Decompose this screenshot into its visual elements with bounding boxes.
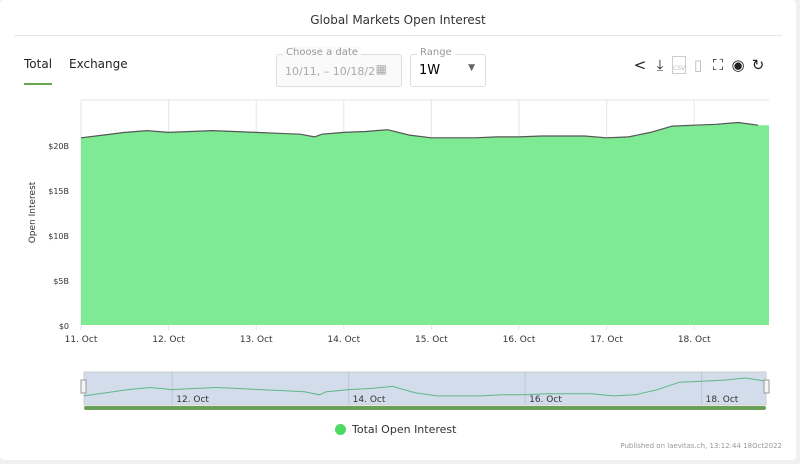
date-picker-label: Choose a date bbox=[283, 47, 361, 58]
series-line bbox=[80, 121, 759, 139]
range-value: 1W bbox=[419, 63, 441, 78]
chart-title: Global Markets Open Interest bbox=[310, 13, 486, 27]
navigator-series bbox=[83, 377, 766, 397]
y-tick-label: $15B bbox=[48, 187, 69, 196]
chart-svg: 11. Oct 12. Oct 13. Oct 14. Oct 15. Oct 16. O… bbox=[28, 99, 770, 410]
navigator-tick-label: 12. Oct bbox=[176, 395, 209, 405]
y-tick-label: $10B bbox=[48, 232, 69, 241]
calendar-icon[interactable]: ▦ bbox=[375, 62, 387, 76]
y-tick-label: $0 bbox=[59, 322, 69, 331]
navigator-handle-right[interactable] bbox=[763, 379, 770, 394]
navigator-tick-label: 18. Oct bbox=[706, 395, 739, 405]
bookmark-icon[interactable]: ▯ bbox=[693, 56, 703, 74]
navigator-tick-label: 16. Oct bbox=[529, 395, 562, 405]
x-tick-label: 15. Oct bbox=[415, 335, 448, 345]
x-tick-label: 18. Oct bbox=[678, 335, 711, 345]
toolbar: < ⤓ CSV ▯ ⛶ ◉ ↻ bbox=[632, 56, 766, 74]
range-label: Range bbox=[417, 47, 455, 58]
x-tick-label: 13. Oct bbox=[240, 335, 273, 345]
legend-item-total-open-interest[interactable]: Total Open Interest bbox=[335, 423, 456, 436]
date-picker-value: 10/11, – 10/18/2 bbox=[285, 65, 376, 78]
navigator-scrollbar[interactable] bbox=[84, 406, 766, 410]
eye-icon[interactable]: ◉ bbox=[731, 56, 745, 74]
navigator-handle-left[interactable] bbox=[80, 379, 87, 394]
chevron-down-icon: ▼ bbox=[468, 63, 475, 73]
area-fill bbox=[81, 122, 769, 325]
divider bbox=[14, 35, 782, 36]
x-tick-label: 11. Oct bbox=[65, 335, 98, 345]
download-icon[interactable]: ⤓ bbox=[656, 56, 664, 74]
share-icon[interactable]: < bbox=[633, 56, 647, 74]
navigator-tick-label: 14. Oct bbox=[353, 395, 386, 405]
y-tick-label: $20B bbox=[48, 142, 69, 151]
x-tick-label: 16. Oct bbox=[503, 335, 536, 345]
y-tick-label: $5B bbox=[53, 277, 69, 286]
legend-label: Total Open Interest bbox=[352, 423, 457, 436]
date-picker[interactable]: Choose a date 10/11, – 10/18/2 ▦ bbox=[276, 47, 402, 87]
y-axis-label: Open Interest bbox=[28, 181, 38, 243]
x-tick-label: 17. Oct bbox=[590, 335, 623, 345]
legend-marker bbox=[335, 424, 346, 435]
csv-icon[interactable]: CSV bbox=[672, 56, 686, 74]
x-tick-label: 12. Oct bbox=[152, 335, 185, 345]
fullscreen-icon[interactable]: ⛶ bbox=[712, 56, 724, 74]
tab-total[interactable]: Total bbox=[24, 57, 53, 85]
range-select[interactable]: Range 1W ▼ bbox=[410, 47, 486, 87]
x-tick-label: 14. Oct bbox=[327, 335, 360, 345]
refresh-icon[interactable]: ↻ bbox=[751, 56, 765, 74]
tab-exchange[interactable]: Exchange bbox=[69, 57, 128, 71]
published-note: Published on laevitas.ch, 13:12:44 18Oct… bbox=[620, 442, 782, 450]
